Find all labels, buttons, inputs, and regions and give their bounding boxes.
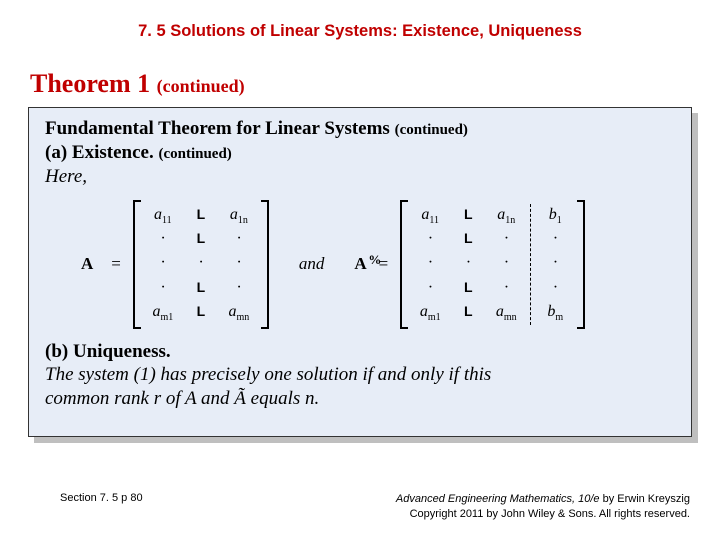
left-bracket-icon-2 <box>400 200 410 329</box>
book-title: Advanced Engineering Mathematics, 10/e <box>396 493 600 505</box>
footer-right: Advanced Engineering Mathematics, 10/e b… <box>396 492 690 522</box>
theorem-box-wrapper: Fundamental Theorem for Linear Systems (… <box>28 107 692 437</box>
augmented-content: a11La1n ·L· ··· ·L· am1Lamn b1 · · · bm <box>410 200 575 329</box>
book-author: by Erwin Kreyszig <box>600 493 690 505</box>
and-text: and <box>299 254 325 274</box>
part-b-line: (b) Uniqueness. <box>45 341 675 363</box>
part-b-label: (b) Uniqueness. <box>45 341 171 362</box>
equals-sign: = <box>111 254 121 274</box>
matrix-a: a11La1n ·L· ··· ·L· am1Lamn <box>133 200 269 329</box>
matrix-atilde-left: a11La1n ·L· ··· ·L· am1Lamn <box>410 200 526 329</box>
part-b-text-1: The system (1) has precisely one solutio… <box>45 363 675 387</box>
theorem-title-continued: (continued) <box>395 122 468 138</box>
footer-copyright: Copyright 2011 by John Wiley & Sons. All… <box>396 507 690 522</box>
theorem-box: Fundamental Theorem for Linear Systems (… <box>28 107 692 437</box>
augment-divider <box>530 204 531 325</box>
left-bracket-icon <box>133 200 143 329</box>
part-a-line: (a) Existence. (continued) <box>45 142 675 164</box>
footer-left: Section 7. 5 p 80 <box>60 492 143 522</box>
math-equation-row: A = a11La1n ·L· ··· ·L· am1Lamn and A% = <box>75 200 675 329</box>
part-a-continued: (continued) <box>158 146 231 162</box>
theorem-title: Fundamental Theorem for Linear Systems <box>45 118 390 139</box>
section-title: 7. 5 Solutions of Linear Systems: Existe… <box>138 22 582 40</box>
part-a-label: (a) Existence. <box>45 142 154 163</box>
matrix-atilde-label: A% <box>354 254 366 274</box>
part-b-text-2: common rank r of A and Ã equals n. <box>45 387 675 411</box>
matrix-atilde: a11La1n ·L· ··· ·L· am1Lamn b1 · · · bm <box>400 200 585 329</box>
matrix-a-content: a11La1n ·L· ··· ·L· am1Lamn <box>143 200 259 329</box>
matrix-atilde-right: b1 · · · bm <box>535 200 575 329</box>
footer-book-line: Advanced Engineering Mathematics, 10/e b… <box>396 492 690 507</box>
right-bracket-icon-2 <box>575 200 585 329</box>
section-header: 7. 5 Solutions of Linear Systems: Existe… <box>0 0 720 41</box>
theorem-heading: Theorem 1 (continued) <box>30 69 720 99</box>
right-bracket-icon <box>259 200 269 329</box>
theorem-title-line: Fundamental Theorem for Linear Systems (… <box>45 118 675 140</box>
theorem-number: Theorem 1 <box>30 69 150 98</box>
theorem-continued: (continued) <box>157 76 245 96</box>
slide-footer: Section 7. 5 p 80 Advanced Engineering M… <box>0 492 720 522</box>
matrix-a-label: A <box>81 254 93 274</box>
here-text: Here, <box>45 166 675 188</box>
